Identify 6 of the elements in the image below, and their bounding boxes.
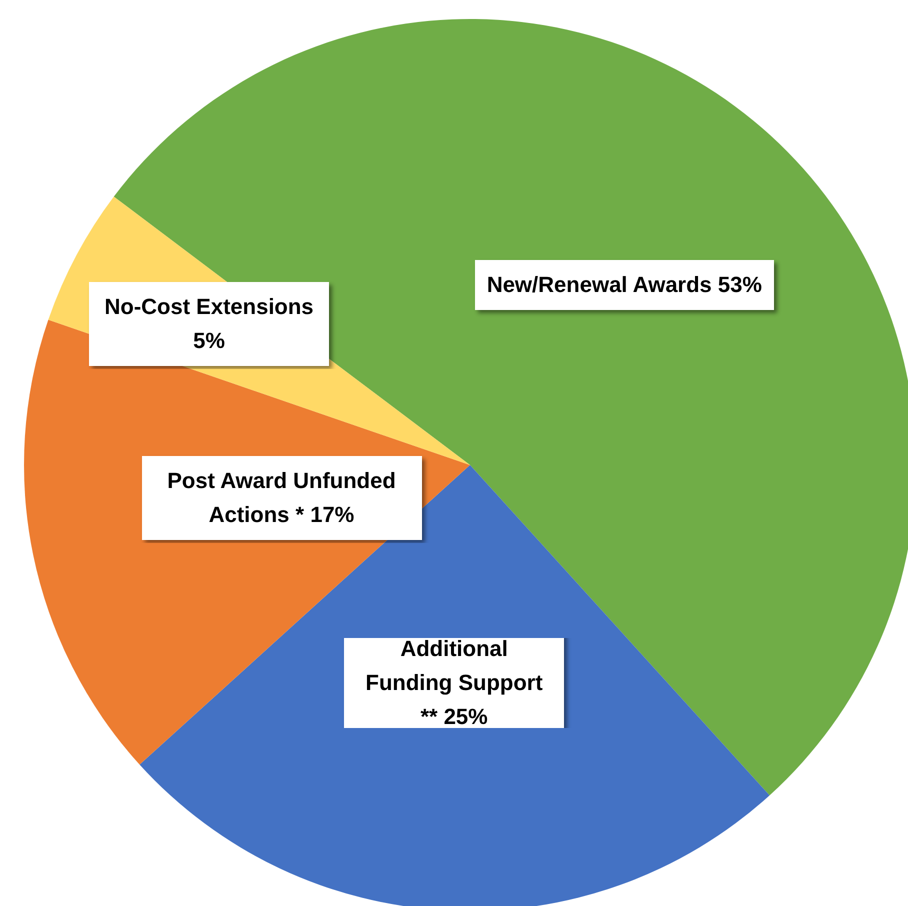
data-label: 25% [444,704,488,729]
data-label: 5% [193,328,225,353]
data-label: 17% [310,502,354,527]
slice-label: New/Renewal Awards [486,272,712,298]
slice-label: No-Cost Extensions [104,294,314,319]
data-label: 53% [718,272,762,298]
